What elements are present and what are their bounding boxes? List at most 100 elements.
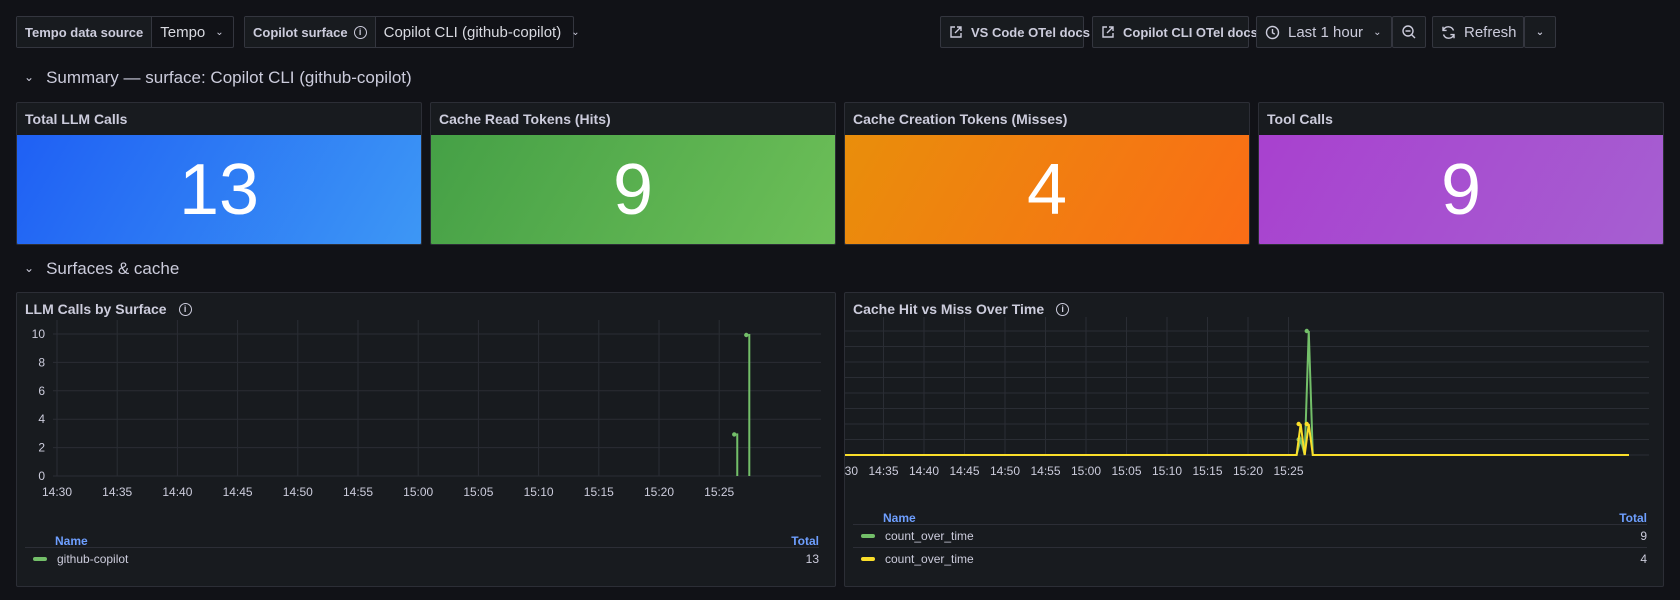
stat-value: 9 <box>1259 135 1663 244</box>
series-line <box>845 423 1629 456</box>
refresh-interval-dropdown[interactable]: ⌄ <box>1524 16 1556 48</box>
legend-series-name: count_over_time <box>885 528 974 543</box>
legend-series-name: count_over_time <box>885 551 974 566</box>
legend-total-header: Total <box>1619 511 1647 525</box>
surface-value: Copilot CLI (github-copilot) <box>383 23 562 41</box>
x-tick-label: 15:05 <box>463 485 493 499</box>
series-point <box>744 332 749 338</box>
chevron-down-icon: ⌄ <box>24 70 35 84</box>
x-tick-label: 14:40 <box>909 464 939 478</box>
x-tick-label: 14:45 <box>223 485 253 499</box>
refresh-button[interactable]: Refresh <box>1432 16 1524 48</box>
info-icon[interactable]: i <box>353 25 367 39</box>
chart-plot-area: 0 2 4 6 8 10 14:30 14:35 14:40 14:45 14:50 14:55 15:… <box>32 320 821 499</box>
legend-item[interactable]: github-copilot 13 <box>25 547 819 569</box>
zoom-out-button[interactable] <box>1392 16 1426 48</box>
stat-panel-total-llm-calls[interactable]: Total LLM Calls 13 <box>16 102 422 245</box>
external-link-icon <box>949 25 963 39</box>
legend-total-header: Total <box>791 534 819 548</box>
panel-title: Cache Hit vs Miss Over Time i <box>853 301 1070 317</box>
datasource-select[interactable]: Tempo ⌄ <box>152 17 231 47</box>
x-tick-label: 14:30 <box>42 485 72 499</box>
legend-series-name: github-copilot <box>57 551 129 566</box>
time-range-label: Last 1 hour <box>1288 23 1364 41</box>
row-summary[interactable]: ⌄ Summary — surface: Copilot CLI (github… <box>24 68 412 88</box>
clock-icon <box>1265 25 1280 40</box>
legend-name-header: Name <box>883 511 916 525</box>
chart-plot-area: 01234567814:3014:3514:4014:4514:5014:551… <box>845 317 1649 478</box>
stat-panel-cache-creation-tokens[interactable]: Cache Creation Tokens (Misses) 4 <box>844 102 1250 245</box>
x-tick-label: 14:50 <box>990 464 1020 478</box>
series-point <box>1304 421 1309 427</box>
chevron-down-icon: ⌄ <box>571 26 580 38</box>
x-tick-label: 15:15 <box>1192 464 1222 478</box>
x-tick-label: 15:20 <box>1233 464 1263 478</box>
legend-swatch <box>861 556 875 561</box>
x-tick-label: 14:45 <box>949 464 979 478</box>
stat-value: 9 <box>431 135 835 244</box>
x-tick-label: 14:30 <box>845 464 858 478</box>
x-tick-label: 14:55 <box>343 485 373 499</box>
timeseries-panel-cache-hit-vs-miss[interactable]: Cache Hit vs Miss Over Time i 0123456781… <box>844 292 1664 587</box>
chevron-down-icon: ⌄ <box>1373 26 1382 38</box>
x-tick-label: 14:35 <box>868 464 898 478</box>
chevron-down-icon: ⌄ <box>215 26 224 38</box>
legend-series-total: 13 <box>805 551 819 566</box>
panel-title: LLM Calls by Surface i <box>25 301 192 317</box>
copilot-cli-otel-docs-link[interactable]: Copilot CLI OTel docs <box>1092 16 1258 48</box>
legend-series-total: 4 <box>1640 551 1647 566</box>
external-link-icon <box>1101 25 1115 39</box>
y-tick-label: 4 <box>38 412 45 426</box>
chevron-down-icon: ⌄ <box>1535 26 1545 38</box>
stat-value: 4 <box>845 135 1249 244</box>
x-tick-label: 14:35 <box>102 485 132 499</box>
x-tick-label: 14:55 <box>1030 464 1060 478</box>
datasource-value: Tempo <box>160 23 206 41</box>
legend-name-header: Name <box>55 534 88 548</box>
x-tick-label: 15:20 <box>644 485 674 499</box>
row-title: Surfaces & cache <box>46 259 180 278</box>
timeseries-panel-llm-calls-by-surface[interactable]: LLM Calls by Surface i 0 2 4 6 8 10 14:30 14:35… <box>16 292 836 587</box>
variable-label: Tempo data source <box>17 17 153 47</box>
link-label: VS Code OTel docs <box>971 24 1090 40</box>
info-icon[interactable]: i <box>1056 302 1070 316</box>
x-tick-label: 15:10 <box>1152 464 1182 478</box>
x-tick-label: 15:05 <box>1111 464 1141 478</box>
tempo-datasource-variable: Tempo data source Tempo ⌄ <box>16 16 234 48</box>
legend-swatch <box>33 556 47 561</box>
refresh-label: Refresh <box>1464 23 1517 41</box>
series-point <box>1296 421 1301 427</box>
stat-panel-tool-calls[interactable]: Tool Calls 9 <box>1258 102 1664 245</box>
stat-panel-cache-read-tokens[interactable]: Cache Read Tokens (Hits) 9 <box>430 102 836 245</box>
surface-select[interactable]: Copilot CLI (github-copilot) ⌄ <box>376 17 588 47</box>
series-point <box>732 432 737 437</box>
stat-value: 13 <box>17 135 421 244</box>
series-point <box>1304 328 1309 334</box>
y-tick-label: 2 <box>38 441 45 455</box>
panel-title: Tool Calls <box>1267 111 1333 127</box>
copilot-surface-variable: Copilot surface i Copilot CLI (github-co… <box>244 16 580 48</box>
dashboard-toolbar: Tempo data source Tempo ⌄ Copilot surfac… <box>16 16 1664 48</box>
row-surfaces-cache[interactable]: ⌄ Surfaces & cache <box>24 259 179 279</box>
panel-title: Total LLM Calls <box>25 111 128 127</box>
legend-item[interactable]: count_over_time 4 <box>853 547 1647 569</box>
info-icon[interactable]: i <box>178 302 192 316</box>
x-tick-label: 15:10 <box>524 485 554 499</box>
legend-swatch <box>861 533 875 538</box>
panel-title: Cache Read Tokens (Hits) <box>439 111 611 127</box>
y-tick-label: 0 <box>38 469 45 483</box>
y-tick-label: 8 <box>38 355 45 369</box>
panel-title-text: Cache Hit vs Miss Over Time <box>853 301 1045 317</box>
legend-item[interactable]: count_over_time 9 <box>853 524 1647 546</box>
vscode-otel-docs-link[interactable]: VS Code OTel docs <box>940 16 1090 48</box>
variable-label: Copilot surface i <box>245 17 376 47</box>
x-tick-label: 14:40 <box>162 485 192 499</box>
chevron-down-icon: ⌄ <box>24 261 35 275</box>
y-tick-label: 6 <box>38 384 45 398</box>
legend-series-total: 9 <box>1640 528 1647 543</box>
variable-label-text: Copilot surface <box>253 24 348 40</box>
x-tick-label: 15:00 <box>1071 464 1101 478</box>
panel-title-text: LLM Calls by Surface <box>25 301 167 317</box>
refresh-icon <box>1441 25 1456 40</box>
time-range-picker[interactable]: Last 1 hour ⌄ <box>1256 16 1392 48</box>
